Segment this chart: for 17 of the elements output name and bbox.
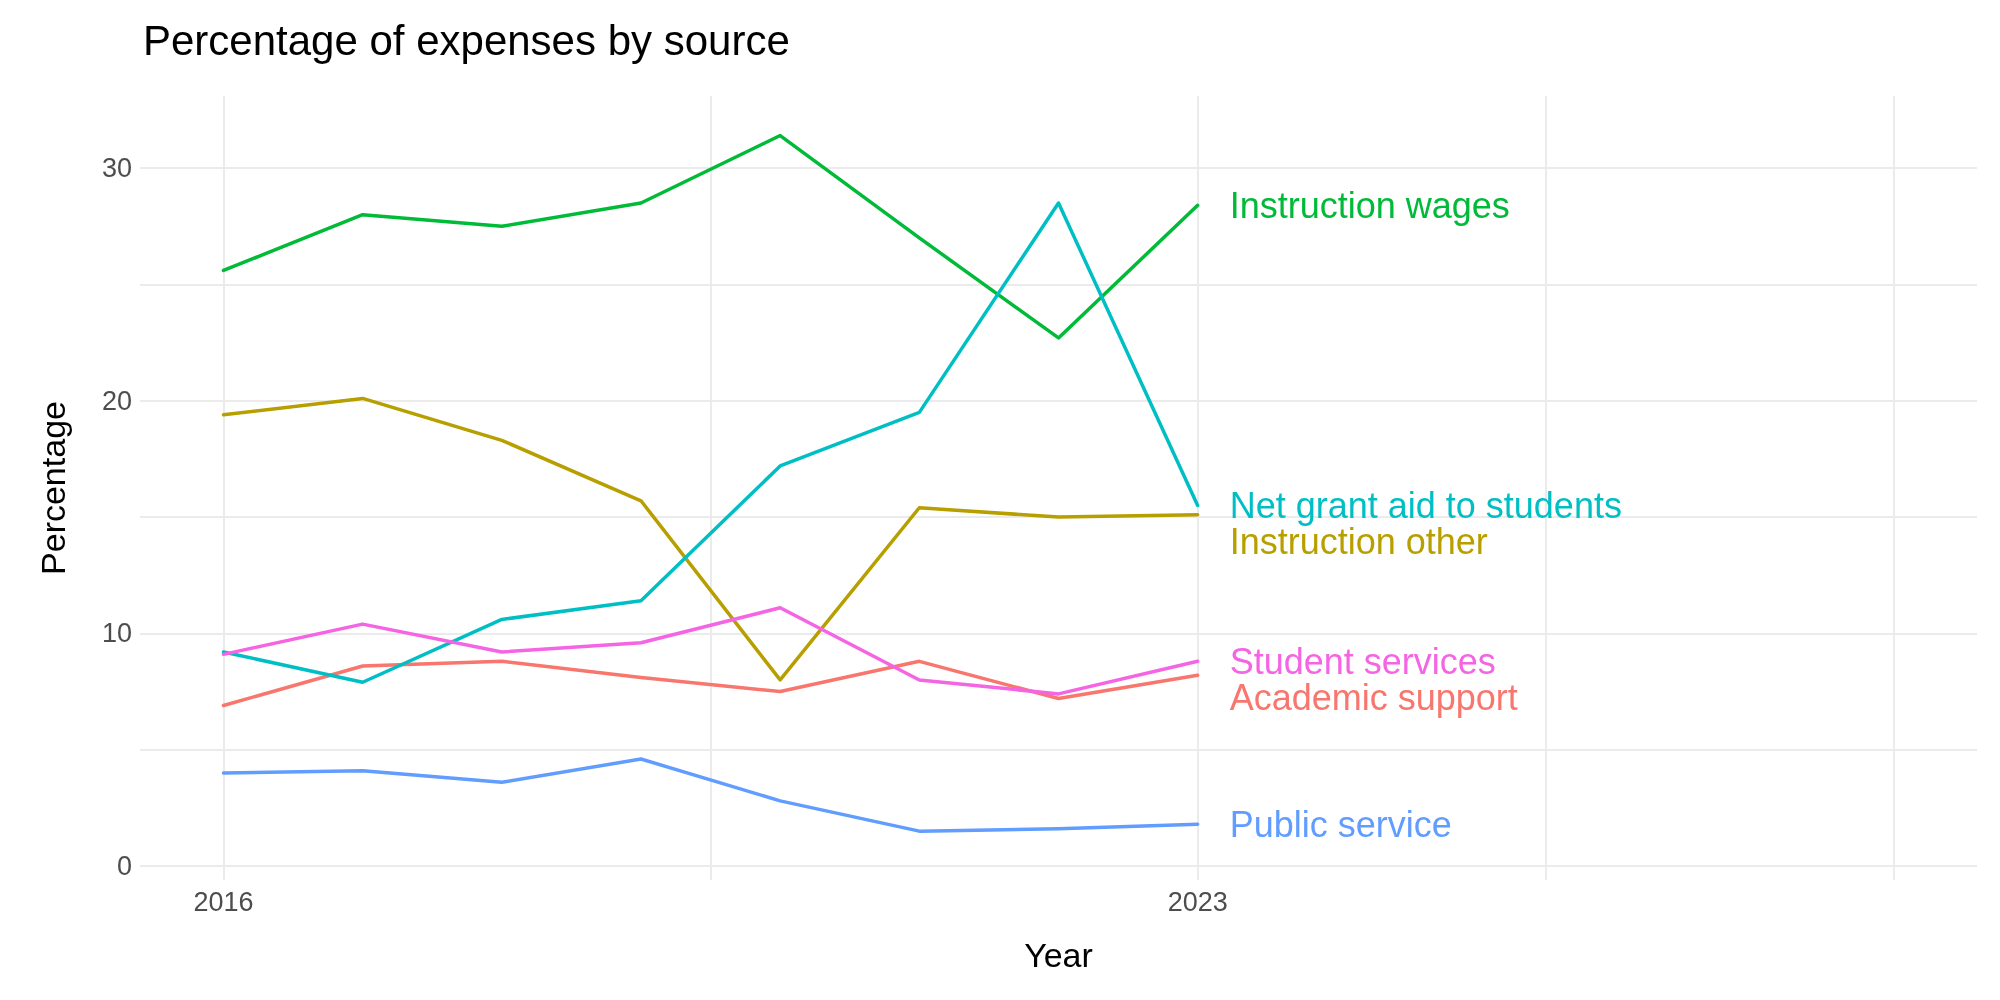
y-axis-title: Percentage [34, 401, 72, 575]
line-series [221, 396, 1200, 682]
line-series [221, 133, 1200, 340]
y-tick-label: 10 [101, 618, 132, 649]
y-tick-label: 20 [101, 385, 132, 416]
series-label: Instruction wages [1229, 184, 1510, 226]
y-tick-label: 0 [116, 851, 132, 882]
series-label: Public service [1229, 803, 1452, 845]
line-series [221, 659, 1200, 708]
line-series [221, 201, 1200, 685]
x-tick-label: 2023 [1167, 886, 1228, 917]
line-series [221, 606, 1200, 696]
x-tick-label: 2016 [193, 886, 254, 917]
y-tick-label: 30 [101, 153, 132, 184]
line-series [221, 757, 1200, 833]
chart-title: Percentage of expenses by source [143, 16, 790, 64]
x-axis-title: Year [1024, 936, 1093, 974]
